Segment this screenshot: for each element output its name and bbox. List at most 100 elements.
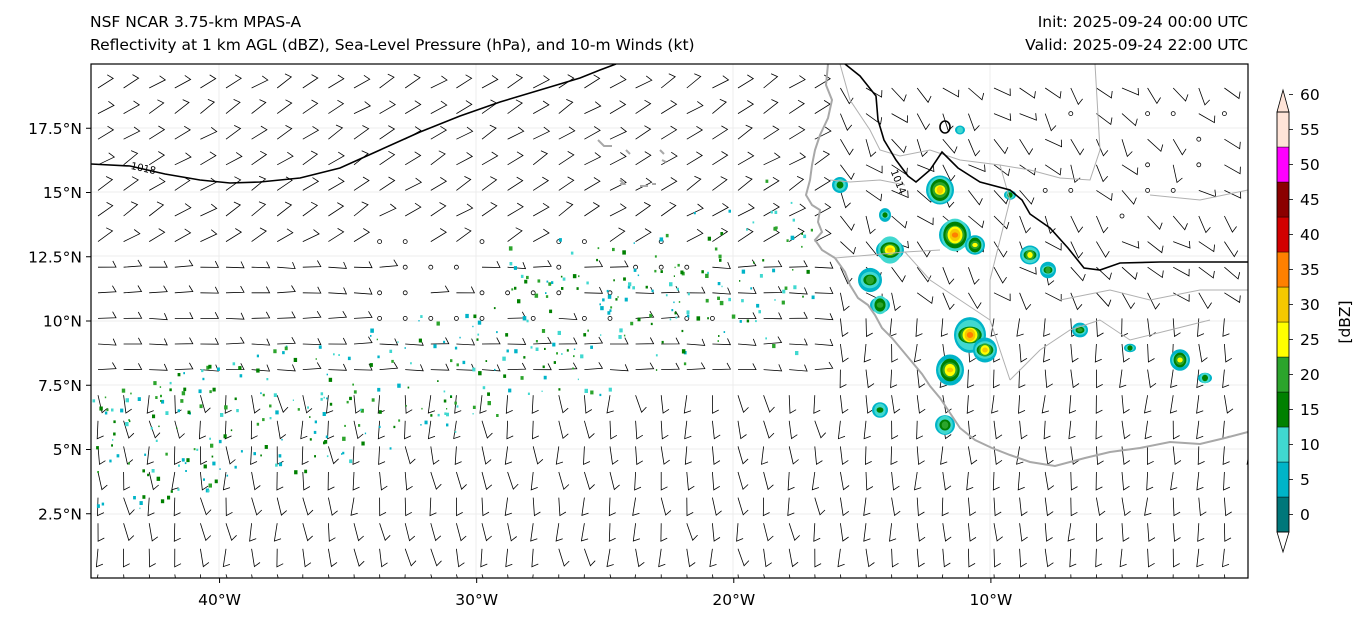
echo-cell [284,346,288,351]
wind-barb [738,363,757,370]
wind-barb [584,177,601,191]
wind-barb [1019,164,1036,176]
echo-cell [562,277,566,281]
echo-cell [705,273,709,278]
wind-barb [504,497,512,516]
wind-barb [123,471,131,491]
echo-cell [746,228,748,231]
echo-cell [659,237,664,242]
wind-barb [1121,241,1140,249]
wind-barb [96,420,104,440]
echo-cell [765,179,769,183]
echo-cell [208,483,212,488]
wind-barb [634,574,636,578]
wind-barb [558,126,576,140]
wind-barb [200,574,201,578]
wind-barb [302,310,322,319]
wind-barb [788,395,797,414]
wind-barb [505,548,513,568]
wind-barb [1172,164,1183,184]
wind-barb [712,227,729,242]
wind-barb [276,395,289,413]
echo-cell [165,452,168,456]
wind-barb [1096,87,1113,99]
wind-barb [224,420,232,440]
wind-barb [583,446,591,466]
wind-barb [173,497,181,517]
wind-barb [916,446,925,465]
wind-barb [1172,574,1174,578]
echo-cell [256,422,260,426]
wind-barb [95,548,104,568]
echo-cell [472,413,474,415]
wind-barb [1070,215,1084,233]
wind-barb [200,312,220,319]
wind-barb [1019,292,1032,311]
wind-barb [1250,318,1258,336]
wind-barb [430,125,448,140]
wind-barb [865,164,883,174]
wind-barb-calm [530,315,536,321]
wind-barb [814,203,832,217]
wind-barb [1121,139,1133,158]
echo-cell [465,313,469,319]
wind-barb [300,420,308,440]
echo-cell [478,371,482,376]
echo-cell [607,311,611,315]
wind-barb-calm [377,290,383,296]
wind-barb [1250,165,1263,180]
wind-barb [1250,370,1258,388]
wind-barb [863,343,871,363]
wind-barb [456,227,472,242]
echo-cell [719,300,724,306]
wind-barb [584,286,604,294]
wind-barb [660,446,670,465]
echo-cell [556,352,558,355]
echo-cell [444,412,447,415]
wind-barb [814,361,834,370]
wind-barb [404,523,416,542]
wind-barb [1019,87,1036,99]
echo-cell [615,298,618,301]
echo-cell [147,473,150,477]
echo-cell [443,340,446,344]
wind-barb [148,420,161,439]
echo-cell [739,320,742,323]
wind-barb [1222,420,1230,440]
wind-barb [302,126,320,140]
echo-cell [524,279,528,284]
wind-barb [430,574,433,578]
lon-tick-label: 30°W [455,591,498,609]
echo-cell [772,268,776,273]
wind-barb [427,395,436,414]
wind-barb [328,548,338,568]
wind-barb [1224,215,1237,233]
wind-barb [1250,293,1266,301]
wind-barb [531,548,539,568]
echo-cell [106,408,109,412]
wind-barb [532,150,549,166]
wind-barb [993,87,1011,97]
echo-cell [660,270,663,273]
wind-barb [1147,266,1164,279]
wind-barb [865,471,874,491]
wind-barb [173,446,181,466]
wind-barb [148,201,165,217]
echo-cell [1202,374,1208,382]
echo-cell [275,463,278,467]
wind-barb [1250,267,1263,283]
echo-cell [96,446,99,450]
wind-barb [1172,523,1181,542]
wind-barb [225,152,243,166]
wind-barb [456,176,472,191]
wind-barb [660,497,672,516]
wind-barb [302,150,319,166]
wind-barb [430,202,447,217]
wind-barb [1068,420,1076,440]
wind-barb [123,229,141,242]
echo-cell [266,378,269,381]
wind-barb [763,125,780,140]
wind-barb [277,228,294,242]
wind-barb [737,100,755,114]
